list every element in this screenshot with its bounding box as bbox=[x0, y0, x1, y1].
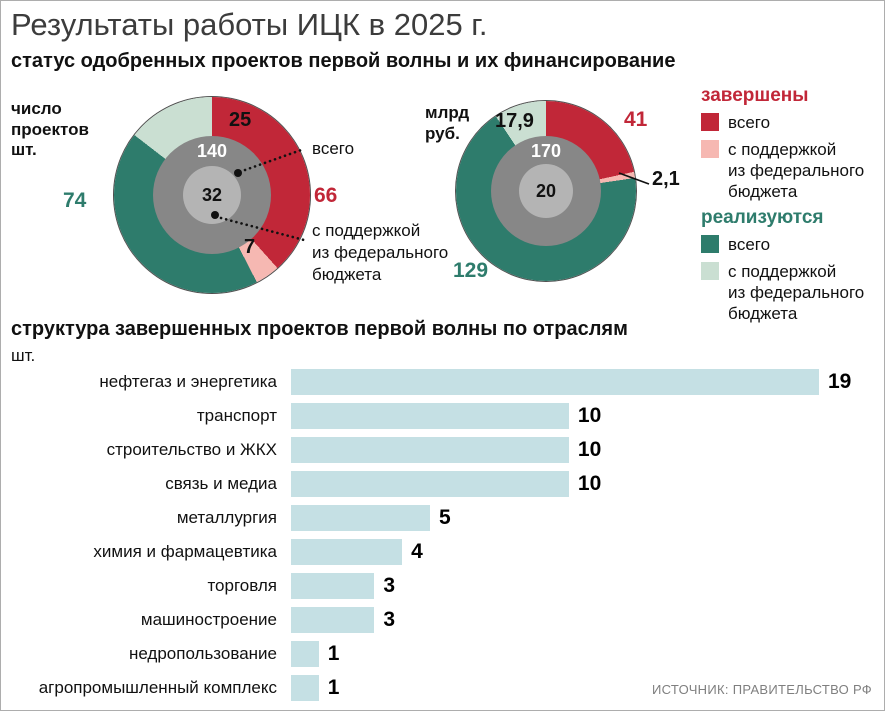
bar-value: 10 bbox=[577, 472, 602, 495]
bar-value: 10 bbox=[577, 438, 602, 461]
projects-donut: 32 140 bbox=[114, 97, 310, 293]
bar-value: 19 bbox=[828, 370, 852, 393]
legend-item-active-support: с поддержкой из федерального бюджета bbox=[701, 262, 864, 324]
projects-total-center-value: 140 bbox=[196, 141, 228, 161]
legend-item-active-total: всего bbox=[701, 235, 770, 255]
rubles-completed-value: 41 bbox=[624, 108, 648, 131]
completed-total-swatch bbox=[701, 113, 719, 131]
bar bbox=[291, 607, 375, 633]
bar-value: 3 bbox=[383, 574, 396, 597]
legend-completed-header: завершены bbox=[701, 85, 809, 106]
bar-category-label: нефтегаз и энергетика bbox=[99, 372, 277, 391]
bar-row: связь и медиа 10 bbox=[1, 467, 884, 501]
bar-category-label: связь и медиа bbox=[165, 474, 277, 493]
bar bbox=[291, 471, 569, 497]
page-subtitle: статус одобренных проектов первой волны … bbox=[11, 50, 676, 72]
bar-row: агропромышленный комплекс 1 bbox=[1, 671, 884, 705]
rubles-support-disc: 20 bbox=[519, 164, 573, 218]
legend-active-header: реализуются bbox=[701, 207, 824, 228]
legend-active-support-label: с поддержкой из федерального бюджета bbox=[728, 262, 865, 324]
bar-category-label: транспорт bbox=[196, 406, 277, 425]
bar-category-label: агропромышленный комплекс bbox=[38, 678, 277, 697]
bar-category-label: недропользование bbox=[128, 644, 277, 663]
bar-row: химия и фармацевтика 4 bbox=[1, 535, 884, 569]
bar-value: 1 bbox=[327, 642, 340, 665]
page-title: Результаты работы ИЦК в 2025 г. bbox=[11, 7, 488, 42]
bar bbox=[291, 369, 819, 395]
legend-item-completed-total: всего bbox=[701, 113, 770, 133]
rubles-total-center-value: 170 bbox=[530, 141, 562, 161]
bar bbox=[291, 505, 430, 531]
bar bbox=[291, 573, 375, 599]
bar-row: торговля 3 bbox=[1, 569, 884, 603]
projects-completed-support-value: 7 bbox=[244, 236, 256, 258]
bar-category-label: машиностроение bbox=[140, 610, 277, 629]
active-support-swatch bbox=[701, 262, 719, 280]
projects-support-center-value: 32 bbox=[201, 184, 223, 205]
legend-completed-support-label: с поддержкой из федерального бюджета bbox=[728, 140, 865, 202]
bar-category-label: строительство и ЖКХ bbox=[106, 440, 277, 459]
bar-row: машиностроение 3 bbox=[1, 603, 884, 637]
bar bbox=[291, 539, 403, 565]
bar-chart: нефтегаз и энергетика 19 транспорт 10 ст… bbox=[1, 365, 884, 705]
projects-active-support-value: 25 bbox=[229, 109, 252, 131]
projects-completed-value: 66 bbox=[314, 184, 338, 207]
bar-category-label: химия и фармацевтика bbox=[93, 542, 277, 561]
rubles-donut: 20 170 bbox=[456, 101, 636, 281]
projects-active-value: 74 bbox=[63, 189, 87, 212]
active-total-swatch bbox=[701, 235, 719, 253]
projects-donut-label: число проектов шт. bbox=[11, 99, 89, 160]
bar-value: 3 bbox=[383, 608, 396, 631]
bar-row: строительство и ЖКХ 10 bbox=[1, 433, 884, 467]
bar bbox=[291, 403, 569, 429]
bar-value: 1 bbox=[327, 676, 340, 699]
bar bbox=[291, 675, 319, 701]
bar-category-label: металлургия bbox=[176, 508, 277, 527]
bar bbox=[291, 641, 319, 667]
rubles-active-value: 129 bbox=[453, 259, 489, 282]
projects-support-disc: 32 bbox=[183, 166, 241, 224]
bar-units-label: шт. bbox=[11, 346, 36, 365]
callout-total-label: всего bbox=[312, 139, 355, 158]
bar-row: нефтегаз и энергетика 19 bbox=[1, 365, 884, 399]
bar-value: 4 bbox=[411, 540, 423, 563]
rubles-support-center-value: 20 bbox=[535, 180, 557, 201]
rubles-completed-support-value: 2,1 bbox=[652, 168, 680, 190]
bar-row: транспорт 10 bbox=[1, 399, 884, 433]
legend-completed-total-label: всего bbox=[728, 113, 771, 132]
bar-value: 5 bbox=[438, 506, 451, 529]
bar-section-title: структура завершенных проектов первой во… bbox=[11, 318, 628, 340]
bar bbox=[291, 437, 569, 463]
callout-support-label: с поддержкой из федерального бюджета bbox=[312, 221, 449, 284]
bar-value: 10 bbox=[577, 404, 602, 427]
bar-category-label: торговля bbox=[207, 576, 277, 595]
legend-active-total-label: всего bbox=[728, 235, 771, 254]
bar-row: металлургия 5 bbox=[1, 501, 884, 535]
completed-support-swatch bbox=[701, 140, 719, 158]
bar-row: недропользование 1 bbox=[1, 637, 884, 671]
legend-item-completed-support: с поддержкой из федерального бюджета bbox=[701, 140, 864, 202]
rubles-donut-label: млрд руб. bbox=[425, 103, 470, 143]
rubles-active-support-value: 17,9 bbox=[495, 110, 534, 132]
source-label: ИСТОЧНИК: ПРАВИТЕЛЬСТВО РФ bbox=[652, 682, 872, 697]
